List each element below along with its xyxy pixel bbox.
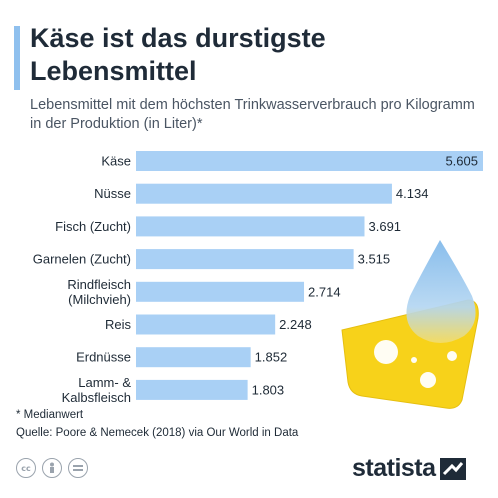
license-icons: cc <box>16 458 88 478</box>
value-label: 4.134 <box>396 186 429 201</box>
value-label: 5.605 <box>445 154 478 169</box>
bar <box>136 347 251 368</box>
value-label: 2.714 <box>308 284 341 299</box>
cheese-water-illustration <box>341 240 479 409</box>
source-note: Quelle: Poore & Nemecek (2018) via Our W… <box>16 427 299 439</box>
cc-icon[interactable]: cc <box>16 458 36 478</box>
cheese-hole-icon <box>420 372 436 388</box>
statista-logo[interactable]: statista <box>352 454 466 483</box>
bar <box>136 216 365 237</box>
value-label: 3.515 <box>358 252 391 267</box>
value-label: 1.803 <box>252 382 285 397</box>
title-accent-bar <box>14 26 20 90</box>
category-label: Lamm- & Kalbsfleisch <box>62 375 132 405</box>
bar <box>136 183 392 204</box>
category-label: Reis <box>105 317 132 332</box>
category-label: Nüsse <box>94 186 131 201</box>
category-label: Fisch (Zucht) <box>55 219 131 234</box>
category-label: Garnelen (Zucht) <box>33 252 131 267</box>
category-label: Rindfleisch (Milchvieh) <box>67 277 131 307</box>
value-label: 1.852 <box>255 350 288 365</box>
chart-subtitle: Lebensmittel mit dem höchsten Trinkwasse… <box>30 97 475 132</box>
water-drop-icon <box>406 240 476 343</box>
bar <box>136 281 305 302</box>
logo-text: statista <box>352 454 436 482</box>
bar <box>136 249 354 270</box>
chart-title: Käse ist das durstigste Lebensmittel <box>30 23 326 86</box>
cheese-hole-icon <box>447 351 457 361</box>
by-icon[interactable] <box>42 458 62 478</box>
statista-mark-icon <box>439 457 466 480</box>
bar <box>136 314 276 335</box>
value-label: 2.248 <box>279 317 312 332</box>
value-label: 3.691 <box>369 219 402 234</box>
cheese-hole-icon <box>374 340 398 364</box>
bar <box>136 379 248 400</box>
category-label: Erdnüsse <box>76 350 131 365</box>
bars-layer: 5.605 Käse 4.134 Nüsse 3.691 Fisch (Zucht) 3.5… <box>33 151 483 405</box>
bar <box>136 151 483 171</box>
nd-icon[interactable] <box>68 458 88 478</box>
footnote: * Medianwert <box>16 409 84 421</box>
cheese-hole-icon <box>411 357 417 363</box>
category-label: Käse <box>101 154 131 169</box>
